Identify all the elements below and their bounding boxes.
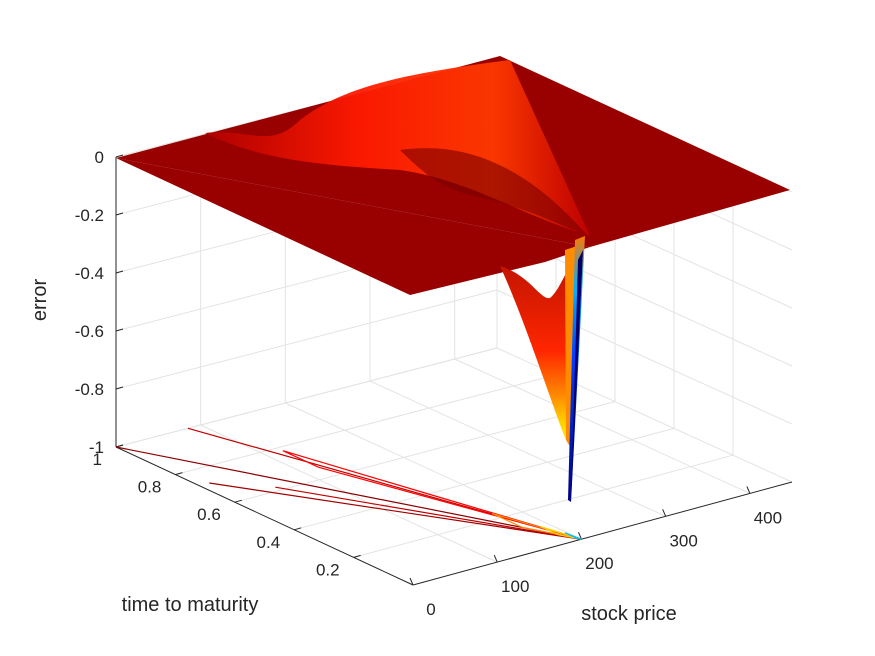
y-tick-label: 0.8 (138, 478, 162, 497)
x-tick (493, 554, 498, 563)
x-tick-label: 100 (501, 577, 529, 596)
grid-line (454, 358, 751, 494)
z-tick-label: -0.8 (75, 380, 104, 399)
x-tick-label: 0 (426, 600, 435, 619)
zlabel: error (29, 279, 51, 322)
x-tick (409, 577, 414, 586)
y-tick (234, 499, 242, 503)
contour-line (115, 446, 582, 540)
x-tick (577, 532, 582, 540)
ylabel: time to maturity (122, 594, 259, 616)
x-tick (746, 486, 751, 494)
z-tick-label: -0.2 (75, 206, 104, 225)
axes (115, 154, 793, 586)
x-tick-label: 400 (754, 508, 782, 527)
z-tick-label: -1 (89, 438, 104, 457)
y-axis-line (115, 446, 414, 586)
z-tick-label: -0.4 (75, 264, 104, 283)
x-tick-label: 300 (669, 531, 697, 550)
grid-line (234, 401, 616, 503)
contour-loop (564, 532, 582, 540)
surface-flat-front (116, 158, 590, 295)
z-tick (115, 212, 124, 216)
x-tick-label: 200 (585, 554, 613, 573)
surface-spike-dark (571, 250, 583, 502)
y-tick-label: 1 (93, 450, 102, 469)
grid-line (294, 427, 675, 531)
grid-line (115, 289, 498, 390)
z-tick-label: 0 (95, 148, 104, 167)
z-tick (115, 386, 124, 390)
contour-lines (115, 427, 582, 540)
surface-ridge-shadow (400, 148, 588, 236)
contour-line (209, 482, 582, 540)
z-tick (115, 154, 124, 158)
contour-loop (282, 450, 582, 540)
x-axis-line (412, 481, 793, 586)
y-tick (294, 527, 302, 531)
grid-line (115, 347, 498, 448)
xlabel: stock price (581, 603, 677, 625)
error-surface (116, 56, 790, 502)
z-tick (115, 270, 124, 274)
y-tick-label: 0.6 (197, 505, 221, 524)
axis-labels: error stock price time to maturity 0 -0.2… (29, 148, 782, 625)
z-tick (115, 328, 124, 332)
grid-line (369, 380, 666, 517)
grid-line (353, 454, 734, 558)
y-tick (353, 554, 361, 558)
y-tick (175, 472, 183, 476)
contour-line (275, 486, 582, 540)
x-tick (662, 509, 667, 517)
y-tick-label: 0.4 (257, 533, 281, 552)
y-tick-label: 0.2 (316, 560, 340, 579)
z-tick-label: -0.6 (75, 322, 104, 341)
grid-line (175, 374, 557, 476)
surface-wall (500, 262, 575, 440)
grid-line (285, 402, 582, 540)
